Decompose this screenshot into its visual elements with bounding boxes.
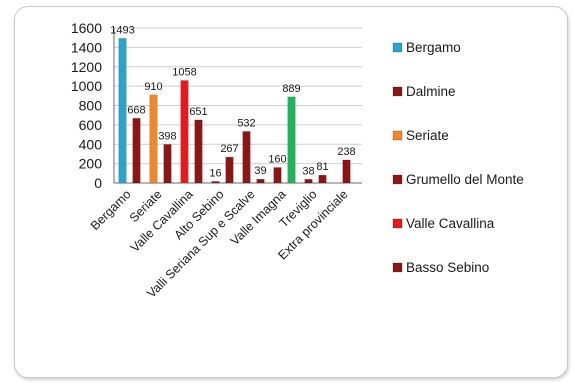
- chart-frame: [14, 6, 568, 378]
- data-label: 651: [189, 106, 207, 118]
- bar: [273, 167, 282, 184]
- legend-label: Valle Cavallina: [406, 216, 495, 231]
- data-label: 38: [302, 165, 314, 177]
- bars: [118, 38, 351, 184]
- bar: [194, 119, 203, 184]
- legend-label: Basso Sebino: [406, 260, 489, 275]
- data-label: 16: [209, 167, 221, 179]
- y-tick-label: 1200: [71, 59, 102, 75]
- bar: [304, 179, 313, 184]
- legend-swatch: [392, 218, 403, 229]
- y-axis-ticks: 0 200 400 600 800 1000 1200 1400 1600: [71, 20, 102, 191]
- y-tick-label: 0: [94, 175, 102, 191]
- data-label: 81: [316, 161, 328, 173]
- legend-label: Dalmine: [406, 84, 456, 99]
- bar: [242, 131, 251, 184]
- data-label: 1493: [110, 24, 134, 36]
- y-tick-label: 200: [79, 156, 103, 172]
- legend-label: Bergamo: [406, 40, 461, 55]
- data-label: 267: [220, 143, 238, 155]
- bar: [225, 156, 234, 184]
- x-category-label: Bergamo: [88, 187, 134, 233]
- legend: Bergamo Dalmine Seriate Grumello del Monte V…: [392, 40, 524, 275]
- data-label: 668: [127, 104, 145, 116]
- y-tick-label: 400: [79, 136, 103, 152]
- y-tick-label: 1400: [71, 39, 102, 55]
- data-label: 889: [282, 83, 300, 95]
- legend-label: Seriate: [406, 128, 449, 143]
- legend-swatch: [392, 42, 403, 53]
- y-tick-label: 1600: [71, 20, 102, 36]
- bar: [342, 159, 351, 184]
- legend-label: Grumello del Monte: [406, 172, 524, 187]
- y-tick-label: 600: [79, 117, 103, 133]
- bar: [318, 174, 327, 184]
- bar: [211, 181, 220, 184]
- bar: [180, 80, 189, 184]
- legend-swatch: [392, 262, 403, 273]
- bar: [132, 118, 141, 184]
- data-label: 238: [337, 146, 355, 158]
- bar: [287, 96, 296, 184]
- bar: [256, 178, 265, 184]
- bar: [163, 144, 172, 184]
- data-label: 160: [268, 154, 286, 166]
- data-label: 910: [144, 81, 162, 93]
- legend-swatch: [392, 130, 403, 141]
- data-label: 532: [237, 117, 255, 129]
- data-label: 1058: [172, 67, 196, 79]
- data-label: 39: [254, 165, 266, 177]
- legend-swatch: [392, 86, 403, 97]
- y-tick-label: 800: [79, 98, 103, 114]
- legend-swatch: [392, 174, 403, 185]
- bar: [149, 94, 158, 184]
- data-label: 398: [158, 130, 176, 142]
- y-tick-label: 1000: [71, 78, 102, 94]
- bar: [118, 38, 127, 184]
